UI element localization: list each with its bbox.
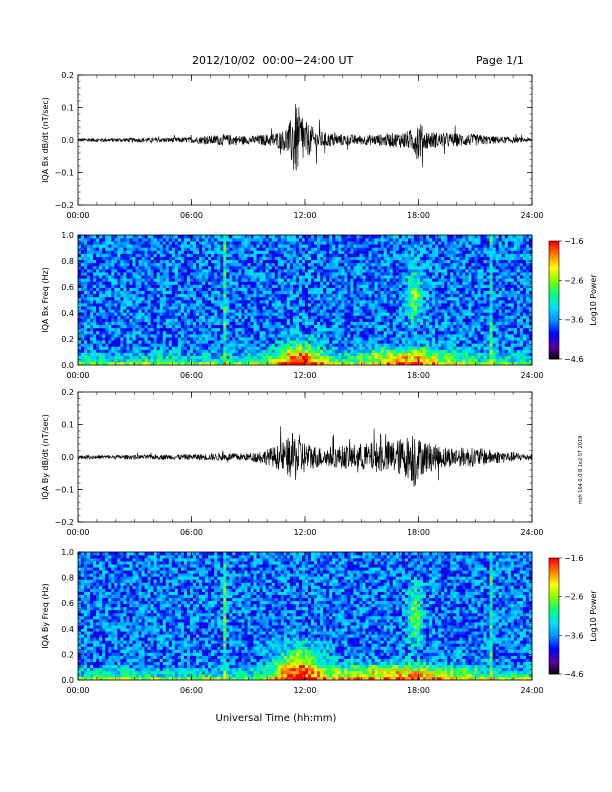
x-tick-label: 18:00: [407, 371, 430, 380]
colorbar-tick-label: −2.6: [564, 276, 583, 285]
x-tick-label: 12:00: [293, 371, 316, 380]
y-tick-label: 0.6: [61, 283, 74, 292]
y-tick-label: −0.1: [55, 169, 74, 178]
y-tick-label: −0.2: [55, 518, 74, 527]
y-axis-label: IQA Bx Freq (Hz): [41, 267, 50, 333]
y-tick-label: −0.2: [55, 201, 74, 210]
y-tick-label: 0.1: [61, 421, 74, 430]
panel-1: 0.2 0.1 0.0 −0.1 −0.200:00 06:00 12:00 18:00 24:…: [41, 71, 544, 220]
y-tick-label: 0.8: [61, 257, 74, 266]
x-tick-label: 24:00: [520, 371, 543, 380]
panel-3: 0.2 0.1 0.0 −0.1 −0.200:00 06:00 12:00 18:00 24:…: [41, 388, 544, 537]
y-tick-label: 1.0: [61, 548, 74, 557]
y-tick-label: 0.6: [61, 599, 74, 608]
colorbar-frame: [548, 557, 560, 675]
y-tick-label: 0.0: [61, 361, 74, 370]
x-tick-label: 12:00: [293, 686, 316, 695]
x-tick-label: 00:00: [66, 371, 89, 380]
panel-2: −1.6 −2.6 −3.6 −4.6 Log10 Power 1.0 0.8 0.6 0.4 0…: [41, 231, 598, 380]
colorbar-frame: [548, 240, 560, 360]
spectrogram-cells: [78, 235, 533, 366]
x-tick-label: 18:00: [407, 686, 430, 695]
panel-4: −1.6 −2.6 −3.6 −4.6 Log10 Power 1.0 0.8 0.6 0.4 0…: [41, 548, 598, 695]
colorbar: −1.6 −2.6 −3.6 −4.6 Log10 Power: [548, 237, 598, 364]
x-tick-label: 12:00: [293, 211, 316, 220]
y-tick-label: 0.2: [61, 335, 74, 344]
x-tick-label: 06:00: [180, 528, 203, 537]
x-tick-label: 00:00: [66, 686, 89, 695]
colorbar-tick-label: −3.6: [564, 631, 583, 640]
y-tick-label: 0.2: [61, 388, 74, 397]
colorbar-tick-label: −3.6: [564, 316, 583, 325]
y-tick-label: 0.4: [61, 625, 74, 634]
x-tick-label: 24:00: [520, 686, 543, 695]
y-tick-label: 0.2: [61, 71, 74, 80]
x-tick-label: 06:00: [180, 211, 203, 220]
x-tick-label: 00:00: [66, 211, 89, 220]
spectrogram-cells: [78, 552, 533, 681]
colorbar-tick-label: −1.6: [564, 554, 583, 563]
y-tick-label: 0.1: [61, 104, 74, 113]
y-tick-label: 0.2: [61, 650, 74, 659]
y-tick-label: 0.0: [61, 676, 74, 685]
colorbar-tick-label: −4.6: [564, 670, 583, 679]
y-tick-label: 0.4: [61, 309, 74, 318]
page-number: Page 1/1: [476, 54, 524, 67]
signal-trace: [77, 103, 533, 171]
colorbar-label: Log10 Power: [589, 274, 598, 326]
x-tick-label: 12:00: [293, 528, 316, 537]
colorbar: −1.6 −2.6 −3.6 −4.6 Log10 Power: [548, 554, 598, 679]
side-note: mth 164 0.0 8 1e2 ST 2019: [578, 436, 584, 505]
x-tick-label: 18:00: [407, 211, 430, 220]
x-tick-label: 00:00: [66, 528, 89, 537]
x-tick-label: 06:00: [180, 371, 203, 380]
x-axis-label: Universal Time (hh:mm): [216, 713, 337, 724]
y-axis-label: IQA By dB/dt (nT/sec): [41, 414, 50, 500]
colorbar-tick-label: −1.6: [564, 237, 583, 246]
y-tick-label: −0.1: [55, 486, 74, 495]
y-tick-label: 0.8: [61, 574, 74, 583]
x-tick-label: 06:00: [180, 686, 203, 695]
y-tick-label: 1.0: [61, 231, 74, 240]
colorbar-label: Log10 Power: [589, 590, 598, 642]
y-tick-label: 0.0: [61, 136, 74, 145]
colorbar-tick-label: −2.6: [564, 593, 583, 602]
x-tick-label: 18:00: [407, 528, 430, 537]
y-tick-label: 0.0: [61, 453, 74, 462]
x-tick-label: 24:00: [520, 211, 543, 220]
date-range-title: 2012/10/02 00:00−24:00 UT: [192, 54, 354, 67]
colorbar-tick-label: −4.6: [564, 355, 583, 364]
x-tick-label: 24:00: [520, 528, 543, 537]
signal-trace: [77, 426, 533, 487]
y-axis-label: IQA By Freq (Hz): [41, 583, 50, 649]
y-axis-label: IQA Bx dB/dt (nT/sec): [41, 97, 50, 183]
